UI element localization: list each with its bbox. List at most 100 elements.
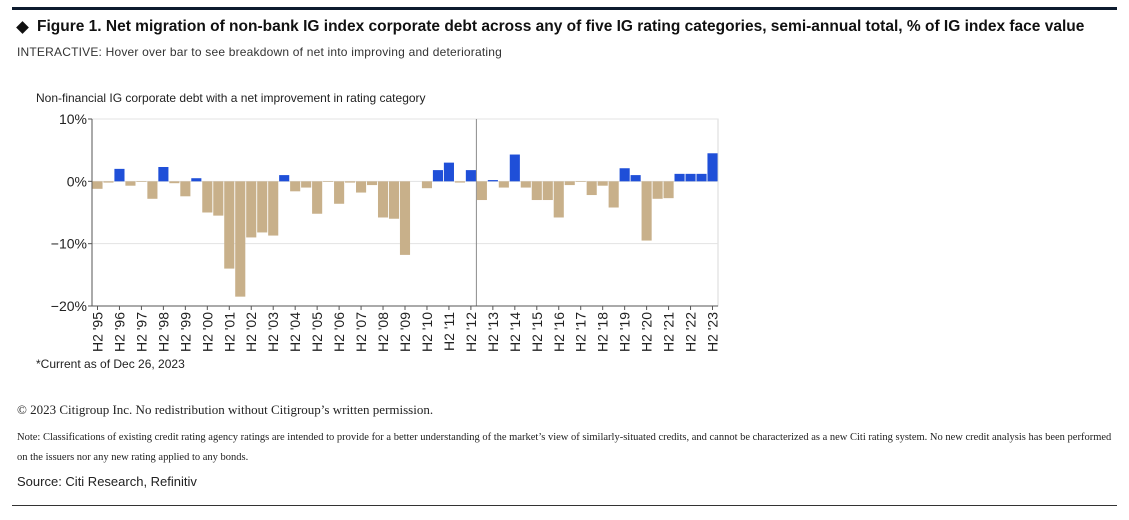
bar[interactable]: H2 '01: -14% — [224, 181, 235, 269]
x-tick-label: H2 '08 — [375, 312, 391, 352]
y-tick-label: 0% — [67, 173, 87, 189]
x-tick-label: H2 '07 — [353, 312, 369, 352]
x-tick-label: H2 '18 — [595, 312, 611, 352]
bar-chart: Non-financial IG corporate debt with a n… — [36, 91, 721, 352]
x-tick-label: H2 '01 — [221, 312, 237, 352]
bar[interactable]: H1 '05: -1% — [301, 181, 312, 188]
x-tick-label: H2 '95 — [89, 312, 105, 352]
bar[interactable]: H2 '97: -0.1% — [136, 181, 147, 182]
source-line: Source: Citi Research, Refinitiv — [17, 474, 197, 489]
bar[interactable]: H2 '22: 1.2% — [685, 173, 696, 182]
chart-container: Non-financial IG corporate debt with a n… — [0, 80, 760, 360]
bar[interactable]: H2 '11: 3% — [443, 162, 454, 182]
x-tick-label: H2 '04 — [287, 312, 303, 352]
x-tick-label: H2 '17 — [573, 312, 589, 352]
bar[interactable]: H1 '12: -0.2% — [454, 181, 465, 183]
x-tick-label: H2 '10 — [419, 312, 435, 352]
bar[interactable]: H1 '06: -0.1% — [323, 181, 334, 182]
top-rule — [12, 7, 1117, 10]
bar[interactable]: H1 '00: 0.5% — [191, 178, 202, 182]
bar[interactable]: H1 '97: -0.7% — [125, 181, 136, 186]
y-tick-label: 10% — [59, 111, 87, 127]
bars-group[interactable]: H2 '95: -1.2%H1 '96: -0.2%H2 '96: 2%H1 '… — [92, 153, 718, 297]
copyright-notice: © 2023 Citigroup Inc. No redistribution … — [17, 402, 434, 417]
bar[interactable]: H2 '10: -1.1% — [421, 181, 433, 189]
bar[interactable]: H2 '08: -5.8% — [377, 181, 389, 218]
bar[interactable]: H1 '98: -2.8% — [147, 181, 158, 199]
bar[interactable]: H1 '04: 1% — [279, 175, 290, 182]
bar[interactable]: H1 '22: 1.2% — [674, 173, 685, 182]
bar[interactable]: H2 '07: -1.8% — [356, 181, 367, 193]
x-tick-label: H2 '11 — [441, 312, 457, 351]
x-tick-label: H2 '23 — [705, 312, 721, 352]
bar[interactable]: H1 '20: 1% — [630, 175, 641, 182]
x-tick-label: H2 '14 — [507, 312, 523, 352]
bar[interactable]: H2 '16: -5.8% — [553, 181, 564, 218]
bar[interactable]: H2 '12: 1.8% — [465, 170, 476, 182]
x-tick-label: H2 '13 — [485, 312, 501, 352]
bar[interactable]: H2 '13: 0.2% — [487, 180, 498, 182]
bar[interactable]: H2 '06: -3.6% — [334, 181, 345, 204]
x-tick-label: H2 '05 — [309, 312, 325, 352]
bar[interactable]: H1 '11: 1.8% — [432, 170, 443, 182]
bar[interactable]: H2 '99: -2.4% — [180, 181, 191, 197]
disclaimer-note: Note: Classifications of existing credit… — [17, 432, 1112, 463]
bar[interactable]: H2 '96: 2% — [114, 168, 125, 182]
bar[interactable]: H2 '09: -11.8% — [399, 181, 411, 255]
bar[interactable]: H1 '08: -0.6% — [367, 181, 378, 186]
x-tick-label: H2 '09 — [397, 312, 413, 352]
bottom-rule — [12, 505, 1117, 506]
x-tick-label: H2 '12 — [463, 312, 479, 352]
figure-title: Figure 1. Net migration of non-bank IG i… — [37, 18, 1085, 35]
bar[interactable]: H1 '03: -8.2% — [257, 181, 268, 233]
bar[interactable]: H1 '09: -6% — [388, 181, 400, 219]
x-tick-label: H2 '99 — [177, 312, 193, 352]
bar[interactable]: H2 '04: -1.6% — [290, 181, 301, 192]
bar[interactable]: H2 '14: 4.3% — [509, 154, 520, 182]
x-tick-label: H2 '00 — [199, 312, 215, 352]
bar[interactable]: H1 '15: -1% — [520, 181, 531, 188]
bar[interactable]: H1 '23: 1.2% — [696, 173, 707, 182]
x-tick-label: H2 '22 — [683, 312, 699, 352]
bar[interactable]: H2 '21: -2.7% — [663, 181, 674, 199]
footnote: *Current as of Dec 26, 2023 — [36, 357, 185, 371]
bar[interactable]: H1 '19: -4.2% — [608, 181, 619, 208]
bar[interactable]: H1 '07: -0.2% — [345, 181, 356, 183]
bar[interactable]: H2 '23: 4.5% — [707, 153, 718, 182]
bar[interactable]: H2 '15: -3% — [531, 181, 542, 201]
bar[interactable]: H2 '18: -0.7% — [597, 181, 608, 186]
bar[interactable]: H2 '98: 2.3% — [158, 166, 169, 182]
bar[interactable]: H1 '02: -18.5% — [235, 181, 246, 297]
y-axis: 10% 0% −10% −20% — [51, 111, 93, 314]
chart-title: Non-financial IG corporate debt with a n… — [36, 91, 426, 105]
x-axis: H2 '95 H2 '96 H2 '97 H2 '98 H2 '99 H2 '00 H2 '… — [89, 305, 721, 352]
bar[interactable]: H2 '02: -9% — [246, 181, 257, 238]
y-tick-label: −20% — [51, 298, 87, 314]
x-tick-label: H2 '21 — [661, 312, 677, 352]
x-tick-label: H2 '97 — [133, 312, 149, 352]
x-tick-label: H2 '03 — [265, 312, 281, 352]
bar[interactable]: H2 '05: -5.2% — [312, 181, 323, 214]
x-tick-label: H2 '96 — [111, 312, 127, 352]
bar[interactable]: H1 '21: -2.8% — [652, 181, 663, 199]
bar[interactable]: H2 '19: 2.1% — [619, 168, 630, 182]
bar[interactable]: H1 '96: -0.2% — [103, 181, 114, 183]
x-tick-label: H2 '02 — [243, 312, 259, 352]
bar[interactable]: H1 '99: -0.3% — [169, 181, 180, 184]
figure-header: Figure 1. Net migration of non-bank IG i… — [16, 18, 1084, 36]
bar[interactable]: H1 '17: -0.6% — [564, 181, 575, 186]
bar[interactable]: H2 '03: -8.7% — [268, 181, 279, 236]
bar[interactable]: H1 '14: -1% — [498, 181, 509, 188]
x-tick-label: H2 '16 — [551, 312, 567, 352]
bar[interactable]: H2 '95: -1.2% — [92, 181, 103, 189]
figure-subtitle: INTERACTIVE: Hover over bar to see break… — [17, 45, 503, 59]
bar[interactable]: H2 '00: -5% — [202, 181, 213, 213]
x-tick-label: H2 '06 — [331, 312, 347, 352]
bar[interactable]: H2 '20: -9.5% — [641, 181, 652, 241]
bar[interactable]: H2 '17: -0.1% — [575, 181, 586, 182]
x-tick-label: H2 '19 — [617, 312, 633, 352]
bar[interactable]: H1 '16: -3% — [542, 181, 553, 201]
bar[interactable]: H1 '01: -5.5% — [213, 181, 224, 216]
bar[interactable]: H1 '18: -2.2% — [586, 181, 597, 196]
bar[interactable]: H1 '13: -3% — [476, 181, 487, 201]
